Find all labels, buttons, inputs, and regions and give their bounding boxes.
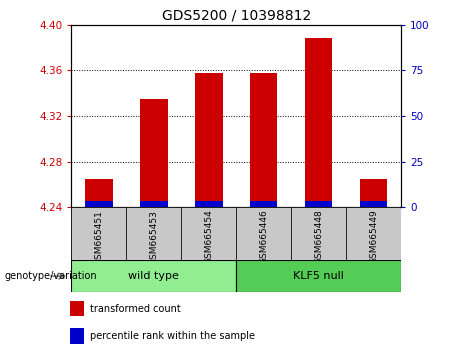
Bar xyxy=(236,207,291,260)
Bar xyxy=(195,201,223,207)
Bar xyxy=(236,260,401,292)
Text: GSM665448: GSM665448 xyxy=(314,210,323,264)
Bar xyxy=(70,328,83,344)
Bar xyxy=(126,207,181,260)
Bar xyxy=(140,99,168,207)
Text: GSM665453: GSM665453 xyxy=(149,210,159,265)
Text: GSM665446: GSM665446 xyxy=(259,210,268,264)
Text: transformed count: transformed count xyxy=(90,303,181,314)
Text: genotype/variation: genotype/variation xyxy=(5,271,97,281)
Bar xyxy=(360,201,387,207)
Text: GSM665449: GSM665449 xyxy=(369,210,378,264)
Bar xyxy=(85,201,112,207)
Bar xyxy=(250,201,278,207)
Bar xyxy=(305,201,332,207)
Bar xyxy=(305,39,332,207)
Text: GSM665454: GSM665454 xyxy=(204,210,213,264)
Bar xyxy=(181,207,236,260)
Bar xyxy=(71,207,126,260)
Bar xyxy=(291,207,346,260)
Bar xyxy=(346,207,401,260)
Bar xyxy=(140,201,168,207)
Bar xyxy=(360,179,387,207)
Title: GDS5200 / 10398812: GDS5200 / 10398812 xyxy=(162,8,311,22)
Bar xyxy=(250,73,278,207)
Bar xyxy=(71,260,236,292)
Text: GSM665451: GSM665451 xyxy=(95,210,103,265)
Text: KLF5 null: KLF5 null xyxy=(293,271,344,281)
Text: wild type: wild type xyxy=(129,271,179,281)
Bar xyxy=(70,301,83,316)
Bar xyxy=(195,73,223,207)
Bar xyxy=(85,179,112,207)
Text: percentile rank within the sample: percentile rank within the sample xyxy=(90,331,255,341)
